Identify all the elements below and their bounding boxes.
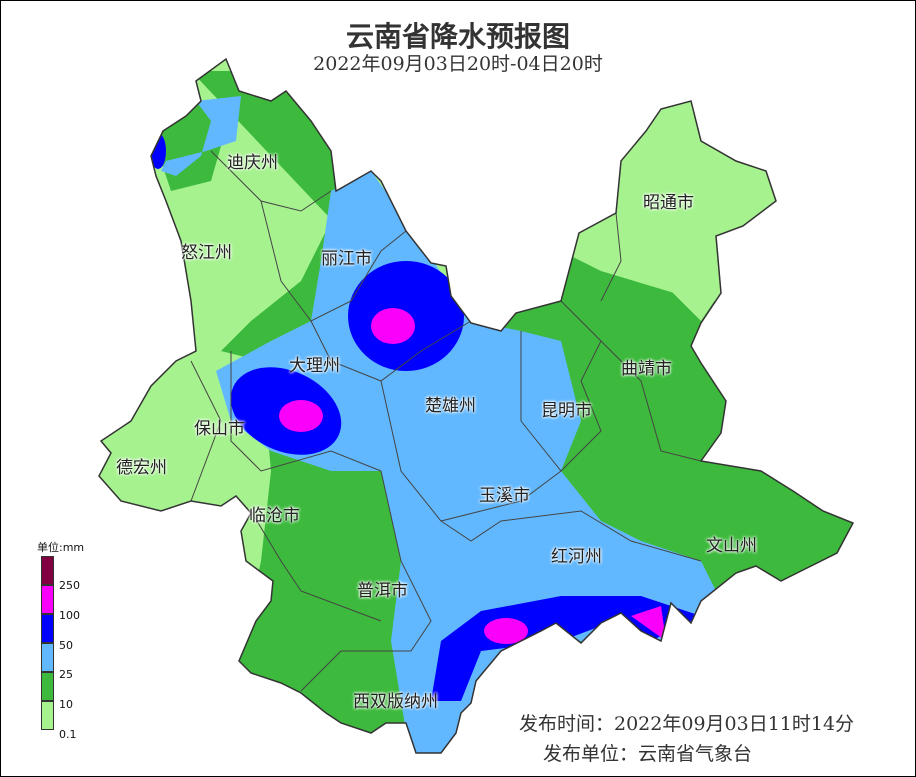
legend-swatch-25 <box>41 643 54 672</box>
city-label: 迪庆州 <box>227 153 278 173</box>
city-label: 西双版纳州 <box>353 692 438 712</box>
legend-label: 0.1 <box>59 728 77 741</box>
legend-swatch-0.1 <box>41 701 54 730</box>
legend-label: 250 <box>59 579 80 592</box>
city-label: 曲靖市 <box>621 359 672 379</box>
release-unit: 发布单位：云南省气象台 <box>543 743 753 765</box>
level-100-area <box>279 308 666 644</box>
city-label: 文山州 <box>706 536 757 556</box>
legend-swatch-50 <box>41 614 54 643</box>
city-label: 普洱市 <box>357 581 408 601</box>
city-label: 临沧市 <box>249 506 300 526</box>
legend-label: 25 <box>59 668 73 681</box>
legend-unit: 单位:mm <box>37 541 85 554</box>
forecast-period: 2022年09月03日20时-04日20时 <box>313 53 603 75</box>
city-label: 楚雄州 <box>425 396 476 416</box>
legend-label: 10 <box>59 698 73 711</box>
legend-label: 100 <box>59 609 80 622</box>
city-label: 大理州 <box>289 356 340 376</box>
legend-swatch-10 <box>41 672 54 701</box>
prefecture-boundaries <box>190 150 702 692</box>
city-label: 怒江州 <box>181 243 232 263</box>
city-label: 红河州 <box>551 547 602 567</box>
legend-label: 50 <box>59 639 73 652</box>
city-label: 玉溪市 <box>479 486 530 506</box>
legend-swatch-250plus <box>41 556 54 585</box>
city-label: 昭通市 <box>643 193 694 213</box>
city-label: 保山市 <box>194 419 245 439</box>
release-time: 发布时间：2022年09月03日11时14分 <box>519 713 855 735</box>
map-title: 云南省降水预报图 <box>345 20 570 53</box>
city-label: 德宏州 <box>116 458 167 478</box>
city-label: 昆明市 <box>541 401 592 421</box>
legend-swatch-100 <box>41 585 54 614</box>
city-label: 丽江市 <box>321 249 372 269</box>
